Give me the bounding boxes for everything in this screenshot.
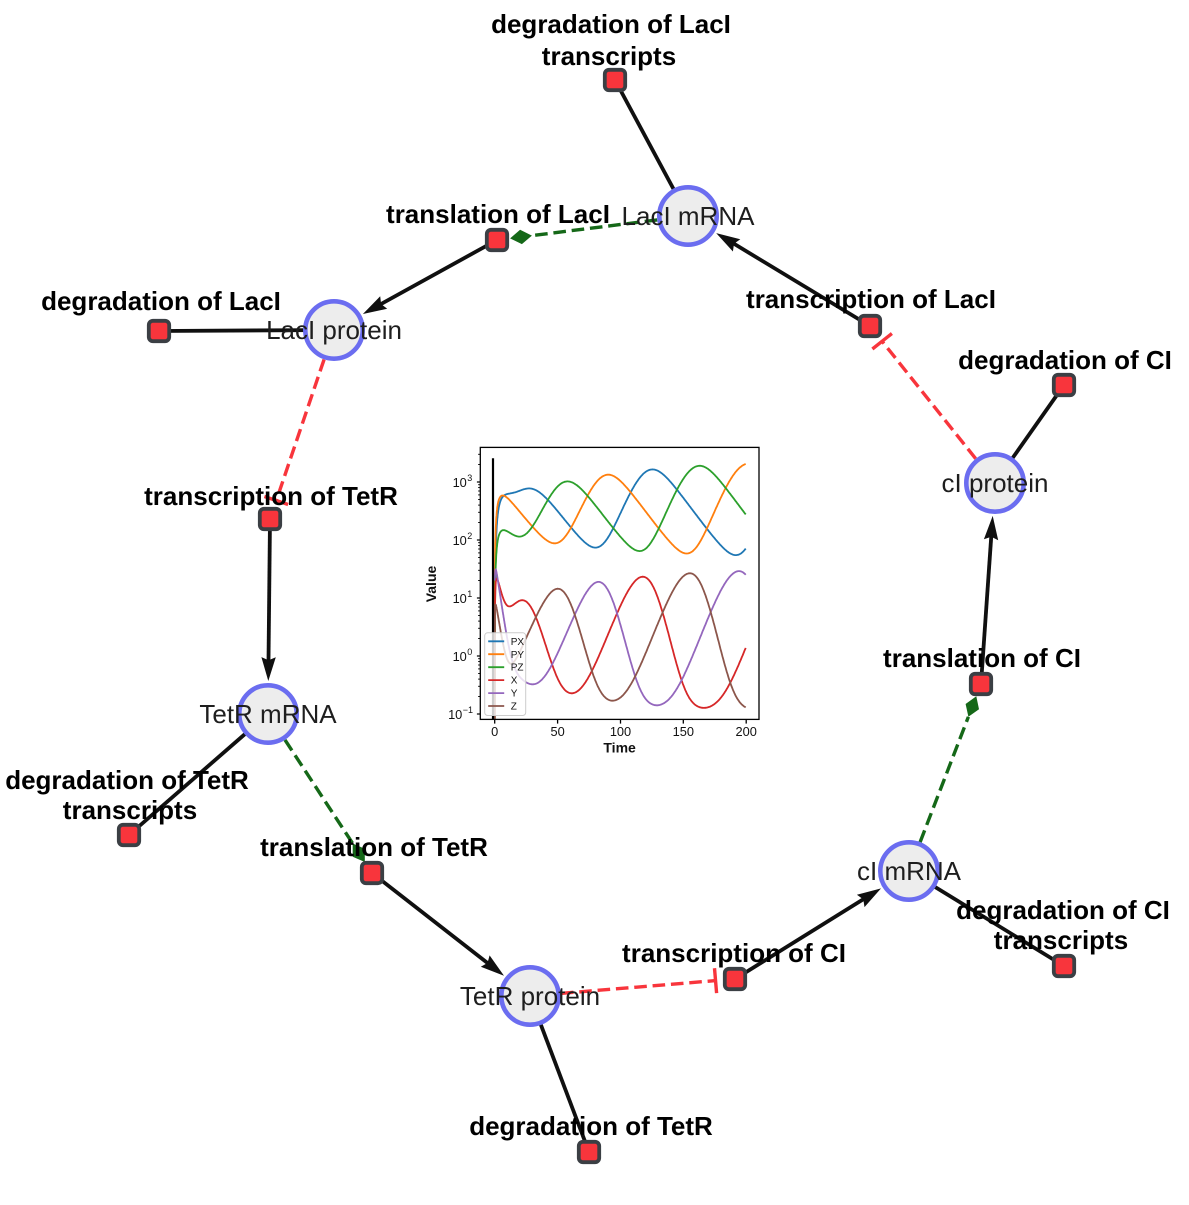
svg-text:PZ: PZ [511,663,524,674]
svg-text:3: 3 [467,473,472,483]
svg-text:Y: Y [511,689,518,700]
svg-text:TetR protein: TetR protein [460,981,600,1011]
svg-text:10: 10 [453,475,467,490]
svg-text:Time: Time [603,740,636,756]
svg-text:degradation of LacI: degradation of LacI [41,286,281,316]
svg-text:translation of TetR: translation of TetR [260,832,488,862]
svg-text:transcription of CI: transcription of CI [622,938,846,968]
svg-text:LacI protein: LacI protein [266,315,402,345]
svg-text:degradation of LacI: degradation of LacI [491,9,731,39]
svg-text:0: 0 [491,724,498,739]
svg-text:100: 100 [610,724,631,739]
svg-text:1: 1 [467,589,472,599]
svg-text:PY: PY [511,650,525,661]
svg-text:translation of CI: translation of CI [883,643,1081,673]
svg-text:Value: Value [423,566,439,603]
svg-text:degradation of CI: degradation of CI [956,895,1170,925]
svg-text:X: X [511,676,518,687]
svg-text:200: 200 [736,724,757,739]
svg-text:10: 10 [453,591,467,606]
svg-text:transcripts: transcripts [63,795,197,825]
svg-text:transcripts: transcripts [542,41,676,71]
svg-text:cI mRNA: cI mRNA [857,856,962,886]
svg-text:degradation of CI: degradation of CI [958,345,1172,375]
svg-text:PX: PX [511,637,525,648]
svg-text:150: 150 [673,724,694,739]
svg-text:transcription of TetR: transcription of TetR [144,481,398,511]
svg-text:transcription of LacI: transcription of LacI [746,284,996,314]
svg-text:Z: Z [511,702,517,713]
svg-text:50: 50 [550,724,564,739]
svg-text:−1: −1 [463,705,473,715]
svg-text:10: 10 [448,707,462,722]
svg-text:10: 10 [453,533,467,548]
svg-text:TetR mRNA: TetR mRNA [199,699,337,729]
svg-text:degradation of TetR: degradation of TetR [469,1111,713,1141]
svg-text:2: 2 [467,531,472,541]
svg-text:LacI mRNA: LacI mRNA [622,201,756,231]
svg-text:degradation of TetR: degradation of TetR [5,765,249,795]
svg-text:cI protein: cI protein [942,468,1049,498]
svg-text:transcripts: transcripts [994,925,1128,955]
svg-text:10: 10 [453,649,467,664]
svg-text:0: 0 [467,647,472,657]
svg-text:translation of LacI: translation of LacI [386,199,610,229]
